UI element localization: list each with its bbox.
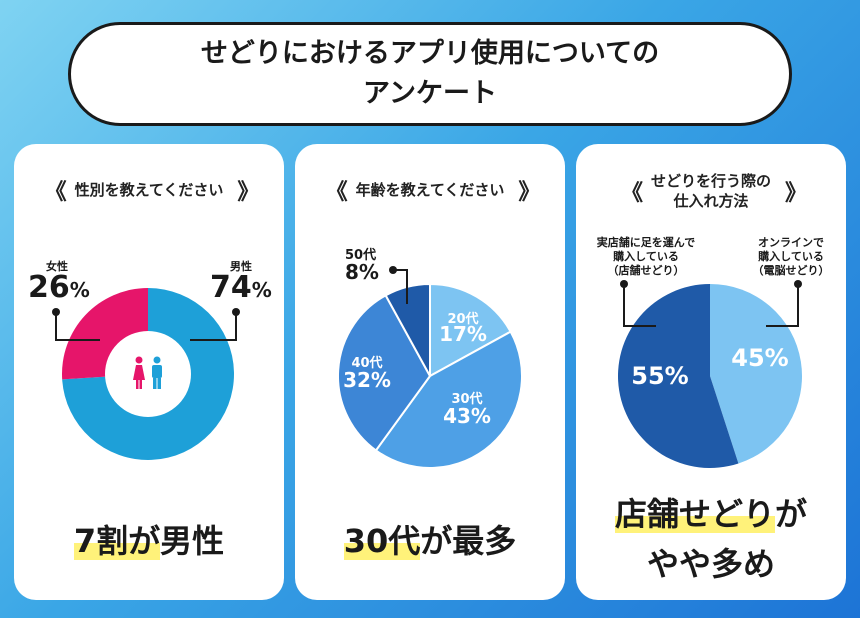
store-slice <box>618 284 739 468</box>
female-pct: 26 <box>28 270 70 305</box>
method-conclusion-rest: が <box>775 495 808 533</box>
store-desc: 実店舗に足を運んで 購入している （店舗せどり） <box>596 236 696 277</box>
age40-name: 40代 <box>351 356 383 371</box>
store-pct: 55% <box>631 362 689 390</box>
age30-pct: 43% <box>443 404 491 428</box>
method-conclusion-line2: やや多め <box>646 545 775 583</box>
gender-card: 《 性別を教えてください 》 女性 26% 男性 74% 7割が男性 <box>14 144 284 600</box>
age40-slice <box>337 294 432 452</box>
age-conclusion: 30代が最多 <box>295 516 565 562</box>
method-conclusion: 店舗せどりが やや多め <box>576 492 846 592</box>
online-leader-line <box>766 284 799 327</box>
age50-pct: 8% <box>345 260 379 284</box>
gender-question-text: 性別を教えてください <box>74 181 224 199</box>
people-icon <box>133 356 162 389</box>
gender-conclusion: 7割が男性 <box>14 516 284 562</box>
age-conclusion-rest: が最多 <box>420 522 517 560</box>
online-desc: オンラインで 購入している （電脳せどり） <box>752 236 830 277</box>
age50-name: 50代 <box>345 248 377 263</box>
online-slice <box>710 284 802 464</box>
method-card: 《 せどりを行う際の 仕入れ方法 》 実店舗に足を運んで 購入している （店舗せ… <box>576 144 846 600</box>
title-line-1: せどりにおけるアプリ使用についての <box>200 38 660 69</box>
age-question-text: 年齢を教えてください <box>355 181 505 199</box>
age20-slice <box>429 282 512 378</box>
online-pct: 45% <box>731 344 789 372</box>
male-leader-line <box>190 312 237 341</box>
male-pct-sign: % <box>251 278 272 302</box>
female-pct-label: 26% <box>28 270 90 305</box>
age50-leader-line <box>393 269 408 304</box>
method-pie-chart <box>618 280 802 468</box>
gender-question: 《 性別を教えてください 》 <box>14 178 284 205</box>
age-pie-chart <box>337 266 523 469</box>
female-pct-sign: % <box>69 278 90 302</box>
age20-name: 20代 <box>447 312 479 327</box>
male-pct: 74 <box>210 270 252 305</box>
title-banner: せどりにおけるアプリ使用についての アンケート <box>68 22 792 126</box>
female-label: 女性 <box>46 260 68 273</box>
age30-name: 30代 <box>451 392 483 407</box>
male-pct-label: 74% <box>210 270 272 305</box>
gender-conclusion-highlight: 7割が <box>73 522 161 560</box>
method-question-text: せどりを行う際の 仕入れ方法 <box>650 172 771 210</box>
age-question: 《 年齢を教えてください 》 <box>295 178 565 205</box>
gender-donut-chart <box>52 288 240 460</box>
store-leader-line <box>623 284 656 327</box>
age20-pct: 17% <box>439 322 487 346</box>
age-card: 《 年齢を教えてください 》 50代 8% 20代 17% 40代 32% 30… <box>295 144 565 600</box>
male-label: 男性 <box>230 260 252 273</box>
method-conclusion-highlight: 店舗せどり <box>614 495 775 533</box>
age30-slice <box>374 330 523 469</box>
age40-pct: 32% <box>343 368 391 392</box>
age-conclusion-highlight: 30代 <box>343 522 421 560</box>
gender-conclusion-rest: 男性 <box>160 522 225 560</box>
donut-hole <box>105 331 191 417</box>
title-line-2: アンケート <box>363 78 497 109</box>
method-question: 《 せどりを行う際の 仕入れ方法 》 <box>576 170 846 212</box>
female-leader-line <box>55 312 100 341</box>
